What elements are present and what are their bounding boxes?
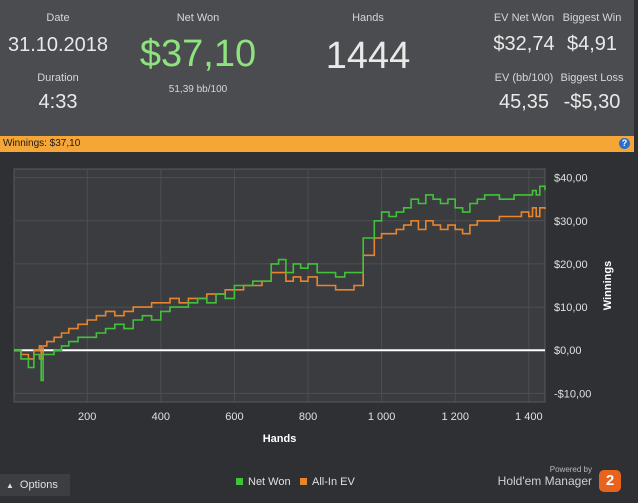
hands-label: Hands — [352, 12, 384, 24]
biggest-win-value: $4,91 — [566, 33, 618, 55]
x-tick-label: 400 — [152, 411, 170, 423]
brand-name: Hold'em Manager — [497, 474, 592, 488]
y-tick-label: -$10,00 — [554, 388, 591, 400]
date-label: Date — [46, 12, 70, 24]
legend-all-in-ev[interactable]: All-In EV — [300, 476, 355, 488]
x-tick-label: 1 400 — [515, 411, 543, 423]
ev-net-won-value: $32,74 — [493, 33, 555, 55]
y-tick-label: $0,00 — [554, 345, 582, 357]
legend-net-won-label: Net Won — [248, 476, 291, 488]
x-tick-label: 600 — [225, 411, 243, 423]
series-line-net-won — [14, 185, 546, 382]
winnings-chart-area: 200 400 600 800 1 000 1 200 1 400 $40,00 $30,00 $… — [0, 152, 638, 498]
legend-net-won-swatch — [236, 478, 243, 485]
hands-value: 1444 — [325, 35, 411, 77]
y-axis-title: Winnings — [602, 261, 614, 310]
duration-value: 4:33 — [38, 91, 78, 113]
plot-background — [13, 168, 546, 403]
x-tick-label: 200 — [78, 411, 96, 423]
net-won-label: Net Won — [176, 12, 220, 24]
y-tick-label: $30,00 — [554, 216, 588, 228]
duration-label: Duration — [37, 72, 79, 84]
ev-net-won-label: EV Net Won — [493, 12, 555, 24]
options-button[interactable]: ▲ Options — [0, 474, 70, 496]
question-icon[interactable]: ? — [619, 138, 630, 149]
winnings-banner-text: Winnings: $37,10 — [3, 138, 81, 149]
winnings-chart: 200 400 600 800 1 000 1 200 1 400 $40,00 $30,00 $… — [13, 168, 614, 445]
legend-net-won[interactable]: Net Won — [236, 476, 291, 488]
net-won-value: $37,10 — [139, 33, 257, 75]
legend-all-in-ev-label: All-In EV — [312, 476, 355, 488]
date-value: 31.10.2018 — [7, 34, 109, 56]
y-tick-label: $10,00 — [554, 302, 588, 314]
biggest-loss-value: -$5,30 — [563, 91, 621, 113]
series-line-all-in-ev — [14, 207, 546, 360]
x-tick-label: 800 — [299, 411, 317, 423]
biggest-loss-label: Biggest Loss — [560, 72, 624, 84]
x-tick-label: 1 200 — [441, 411, 469, 423]
session-stats-panel: Date 31.10.2018 Duration 4:33 Net Won $3… — [0, 0, 636, 136]
y-tick-label: $20,00 — [554, 259, 588, 271]
winnings-banner: Winnings: $37,10 ? — [0, 136, 634, 152]
caret-up-icon: ▲ — [6, 481, 14, 490]
legend-all-in-ev-swatch — [300, 478, 307, 485]
ev-bb-value: 45,35 — [498, 91, 550, 113]
ev-bb-label: EV (bb/100) — [494, 72, 554, 84]
powered-by-label: Powered by — [549, 465, 592, 474]
biggest-win-label: Biggest Win — [562, 12, 622, 24]
bb-per-100: 51,39 bb/100 — [168, 84, 228, 95]
x-axis-title: Hands — [263, 433, 297, 445]
hem2-logo: 2 — [599, 470, 621, 492]
y-tick-label: $40,00 — [554, 173, 588, 185]
x-tick-label: 1 000 — [368, 411, 396, 423]
options-label: Options — [19, 479, 58, 491]
